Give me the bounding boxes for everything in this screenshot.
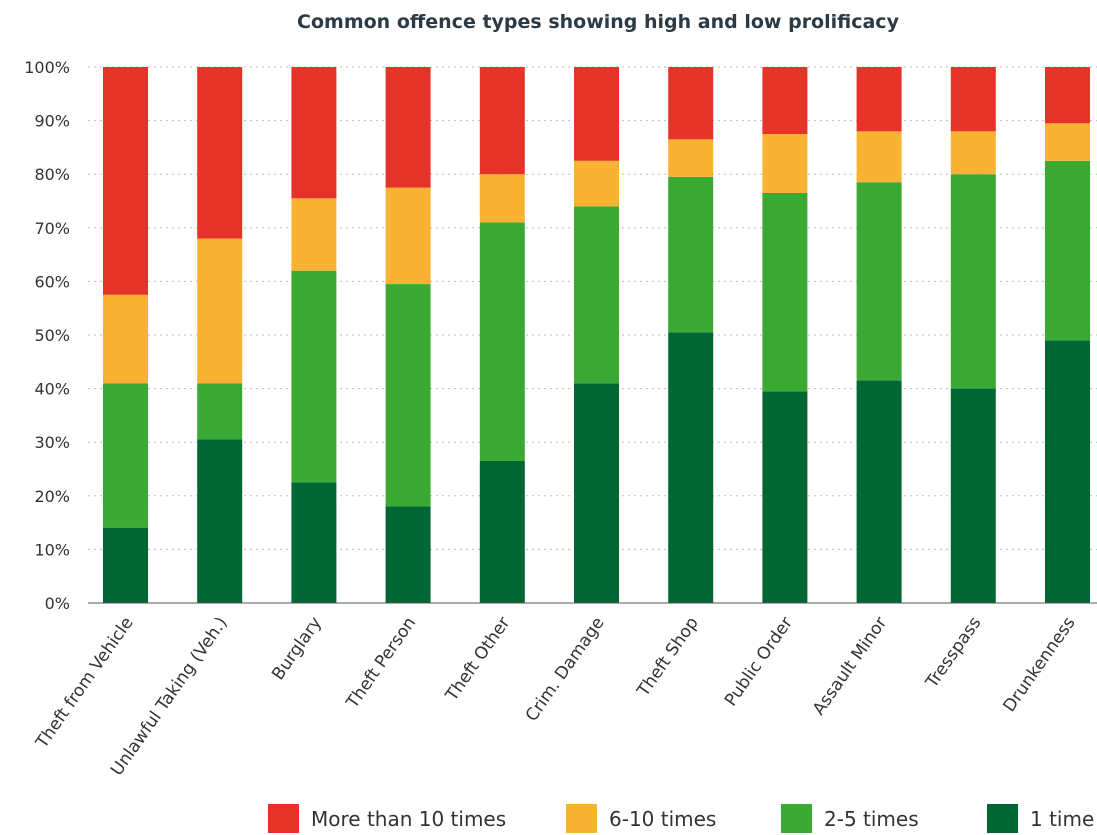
bar-segment	[856, 380, 902, 603]
x-tick-label: Theft Person	[342, 613, 420, 713]
bar-segment	[479, 174, 525, 223]
bar-segment	[1045, 123, 1090, 161]
bar-segment	[1045, 67, 1090, 124]
legend: More than 10 times 6-10 times 2-5 times 1 t…	[268, 804, 1094, 833]
bar-segment	[479, 67, 525, 175]
legend-swatch	[268, 804, 299, 833]
bar-segment	[197, 238, 243, 384]
y-tick-label: 70%	[34, 219, 70, 238]
legend-label: 1 time	[1030, 807, 1094, 831]
bar-segment	[950, 388, 996, 603]
bar-segment	[1045, 160, 1090, 341]
y-tick-label: 60%	[34, 272, 70, 291]
y-axis-ticks: 0% 10% 20% 30% 40% 50% 60% 70% 80% 90% 100%	[24, 58, 70, 613]
x-tick-label: Theft from Vehicle	[32, 613, 138, 752]
bar-segment	[950, 131, 996, 175]
bar-segment	[291, 67, 337, 199]
bar-segment	[762, 67, 808, 134]
legend-label: More than 10 times	[311, 807, 506, 831]
y-tick-label: 100%	[24, 58, 70, 77]
bar-segment	[762, 134, 808, 193]
bar-segment	[103, 527, 148, 603]
bar-segment	[574, 206, 619, 384]
bar-segment	[197, 67, 243, 239]
legend-swatch	[781, 804, 812, 833]
bar-segment	[762, 192, 808, 392]
bar-segment	[385, 284, 431, 507]
legend-swatch	[566, 804, 597, 833]
bar-segment	[291, 198, 337, 271]
bar-segment	[103, 294, 148, 384]
bar-segment	[197, 439, 243, 603]
bar-segment	[856, 131, 902, 183]
bar-segment	[950, 67, 996, 132]
y-tick-label: 30%	[34, 433, 70, 452]
y-tick-label: 90%	[34, 112, 70, 131]
bar-segment	[856, 67, 902, 132]
bar-segment	[291, 482, 337, 603]
y-tick-label: 40%	[34, 380, 70, 399]
bar-segment	[479, 460, 525, 603]
bar-segment	[668, 139, 714, 177]
x-tick-label: Public Order	[721, 613, 797, 710]
legend-label: 6-10 times	[609, 807, 716, 831]
bar-segment	[1045, 340, 1090, 603]
y-tick-label: 50%	[34, 326, 70, 345]
legend-swatch	[987, 804, 1018, 833]
y-tick-label: 20%	[34, 487, 70, 506]
bar-segment	[385, 67, 431, 188]
x-tick-label: Tresspass	[922, 613, 986, 692]
bar-segment	[385, 506, 431, 603]
bar-segment	[197, 383, 243, 440]
bar-segment	[574, 67, 619, 161]
x-tick-label: Assault Minor	[809, 613, 891, 719]
bar-segment	[103, 383, 148, 528]
bar-segment	[856, 182, 902, 381]
bar-segment	[668, 176, 714, 333]
y-tick-label: 0%	[45, 594, 70, 613]
bar-segment	[479, 222, 525, 461]
legend-label: 2-5 times	[824, 807, 919, 831]
bar-segment	[385, 187, 431, 285]
chart-title: Common offence types showing high and lo…	[297, 11, 900, 33]
bar-segment	[762, 391, 808, 603]
y-tick-label: 10%	[34, 540, 70, 559]
x-tick-label: Burglary	[268, 613, 326, 684]
bar-segment	[668, 332, 714, 603]
x-tick-label: Theft Shop	[633, 613, 703, 701]
bar-segment	[950, 174, 996, 389]
bar-segment	[574, 383, 619, 603]
bar-segment	[668, 67, 714, 140]
bar-segment	[574, 160, 619, 207]
y-tick-label: 80%	[34, 165, 70, 184]
bars	[103, 67, 1090, 603]
bar-segment	[103, 67, 148, 295]
x-tick-label: Drunkenness	[1000, 613, 1080, 716]
bar-segment	[291, 270, 337, 483]
x-tick-label: Theft Other	[441, 613, 514, 705]
x-tick-label: Crim. Damage	[522, 613, 609, 725]
